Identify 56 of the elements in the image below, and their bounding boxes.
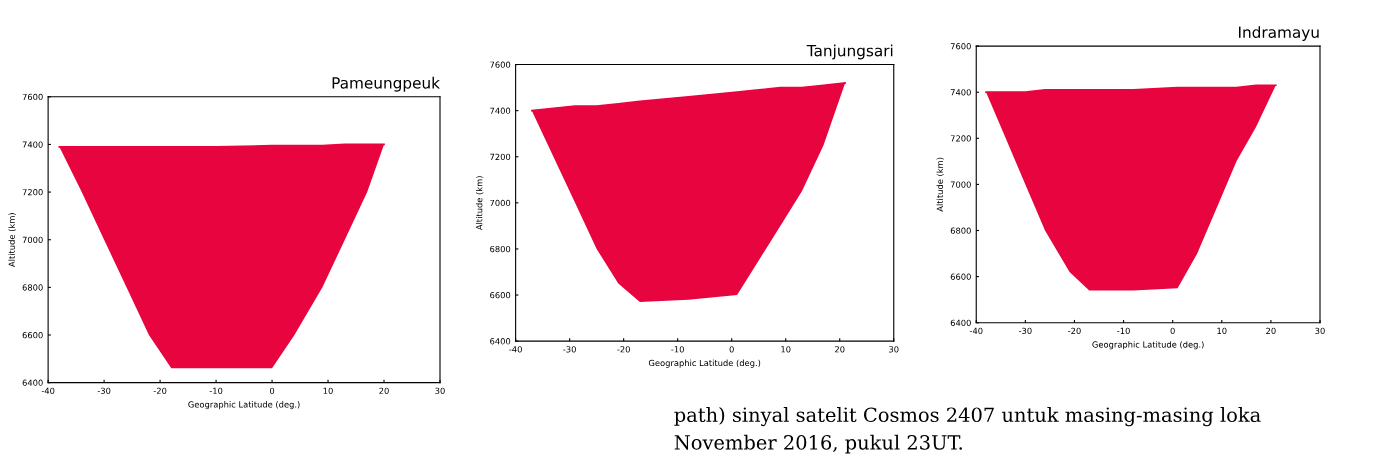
y-tick-label: 7400 (950, 89, 971, 96)
y-tick-label: 7600 (490, 61, 511, 68)
chart-title: Pameungpeuk (332, 76, 440, 92)
y-tick-label: 7600 (950, 43, 971, 50)
x-tick-label: -20 (617, 346, 630, 353)
x-tick-label: -30 (563, 346, 576, 353)
x-tick-label: -30 (97, 387, 111, 394)
y-tick-label: 7600 (22, 93, 43, 101)
y-tick-label: 7000 (22, 236, 43, 243)
y-tick-label: 7200 (950, 135, 971, 142)
x-tick-label: -30 (1018, 327, 1032, 335)
x-tick-label: 30 (1315, 327, 1325, 335)
y-tick-label: 7000 (490, 199, 511, 207)
y-tick-label: 6800 (950, 227, 971, 234)
x-tick-label: 20 (835, 346, 845, 353)
x-tick-label: 30 (435, 387, 445, 394)
y-tick-label: 7200 (22, 189, 43, 196)
x-tick-label: 10 (323, 387, 333, 394)
y-tick-label: 6400 (22, 379, 43, 386)
y-tick-label: 6600 (490, 292, 511, 299)
y-tick-label: 6600 (950, 273, 971, 280)
x-tick-label: 10 (781, 346, 791, 353)
chart-title: Tanjungsari (806, 44, 893, 60)
y-tick-label: 6600 (22, 331, 43, 339)
chart-title: Indramayu (1239, 26, 1319, 41)
x-tick-label: 0 (729, 346, 734, 353)
text: November 2016, pukul 23UT. (674, 434, 962, 454)
x-axis-title: Geographic Latitude (deg.) (188, 401, 300, 410)
x-tick-label: -40 (969, 327, 983, 335)
x-tick-label: 20 (379, 387, 389, 394)
y-axis-title: Altitude (km) (475, 176, 484, 231)
y-tick-label: 7000 (950, 181, 971, 188)
y-tick-label: 7400 (490, 107, 511, 114)
x-tick-label: 10 (1217, 327, 1227, 335)
y-tick-label: 6400 (950, 319, 971, 326)
x-tick-label: 0 (1170, 327, 1175, 335)
x-tick-label: -10 (1117, 327, 1130, 335)
y-axis-title: Altitude (km) (8, 213, 16, 267)
x-tick-label: 30 (889, 346, 899, 353)
x-tick-label: -20 (1068, 327, 1081, 335)
x-axis-title: Geographic Latitude (deg.) (648, 359, 761, 368)
x-axis-title: Geographic Latitude (deg.) (1092, 341, 1204, 350)
x-tick-label: -20 (153, 387, 167, 394)
y-tick-label: 7400 (22, 141, 43, 148)
x-tick-label: 0 (269, 387, 275, 394)
x-tick-label: -40 (41, 387, 55, 394)
x-tick-label: -10 (671, 346, 684, 353)
text: path) sinyal satelit Cosmos 2407 untuk masing-masing loka (674, 407, 1261, 427)
y-tick-label: 6800 (490, 245, 511, 253)
y-tick-label: 6400 (490, 338, 511, 345)
x-tick-label: 20 (1266, 327, 1276, 335)
y-tick-label: 7200 (490, 153, 511, 161)
y-axis-title: Altitude (km) (936, 157, 944, 212)
x-tick-label: -10 (209, 387, 223, 394)
y-tick-label: 6800 (22, 284, 43, 291)
x-tick-label: -40 (509, 346, 522, 353)
